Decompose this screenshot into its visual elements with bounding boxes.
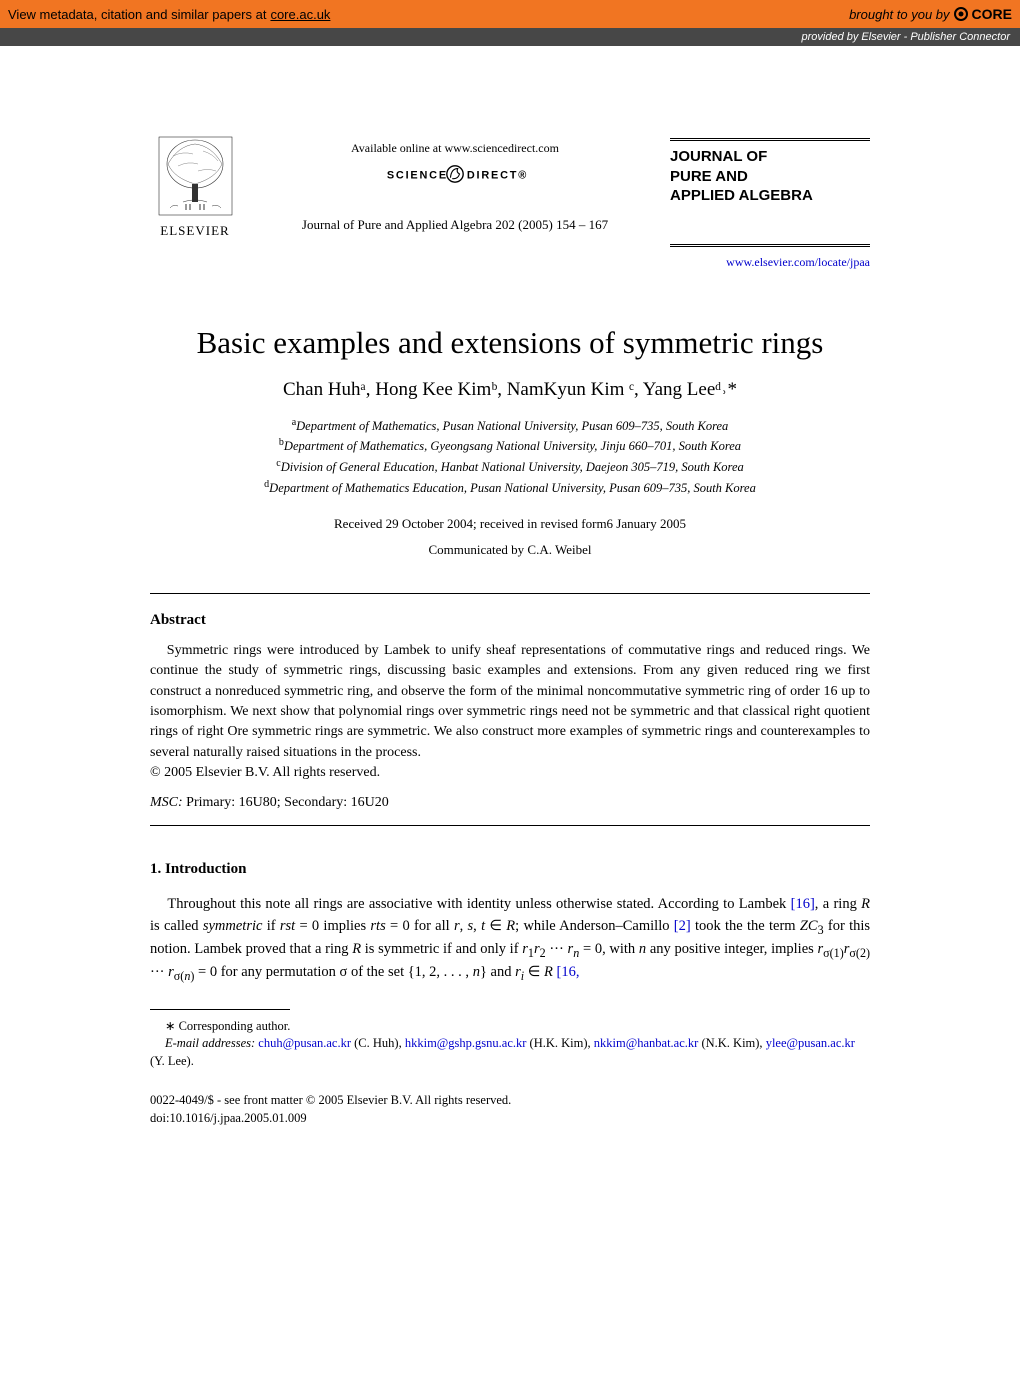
corresponding-footnote: ∗ Corresponding author. — [150, 1018, 870, 1036]
svg-text:DIRECT®: DIRECT® — [467, 170, 528, 182]
intro-text-13: for any permutation σ of the set — [217, 964, 408, 980]
affil-b: bDepartment of Mathematics, Gyeongsang N… — [150, 435, 870, 456]
affiliations: aDepartment of Mathematics, Pusan Nation… — [150, 415, 870, 499]
intro-text-11: , with — [602, 941, 639, 957]
banner-left-text: View metadata, citation and similar pape… — [8, 7, 266, 22]
affil-a-text: Department of Mathematics, Pusan Nationa… — [296, 419, 728, 433]
intro-text-12: any positive integer, implies — [646, 941, 817, 957]
ref-2-link[interactable]: [2] — [674, 918, 691, 934]
ref-16-link[interactable]: [16] — [791, 896, 815, 912]
affil-c: cDivision of General Education, Hanbat N… — [150, 456, 870, 477]
core-logo-text: CORE — [972, 6, 1012, 22]
intro-text-5: implies — [319, 918, 370, 934]
header-row: ELSEVIER Available online at www.science… — [150, 136, 870, 270]
banner-right: brought to you by CORE — [849, 6, 1012, 22]
ref-16b-link[interactable]: [16, — [556, 964, 579, 980]
available-online: Available online at www.sciencedirect.co… — [260, 141, 650, 156]
email-1[interactable]: chuh@pusan.ac.kr — [258, 1036, 351, 1050]
svg-text:SCIENCE: SCIENCE — [387, 170, 448, 182]
elsevier-tree-icon — [158, 136, 233, 216]
journal-title-box: JOURNAL OF PURE AND APPLIED ALGEBRA — [670, 138, 870, 206]
page-content: ELSEVIER Available online at www.science… — [0, 46, 1020, 1167]
email-3[interactable]: nkkim@hanbat.ac.kr — [594, 1036, 699, 1050]
introduction-section: 1. Introduction Throughout this note all… — [150, 861, 870, 985]
doi-line: doi:10.1016/j.jpaa.2005.01.009 — [150, 1110, 870, 1128]
intro-text-8: took the the term — [691, 918, 800, 934]
authors: Chan Huhᵃ, Hong Kee Kimᵇ, NamKyun Kim ᶜ,… — [150, 379, 870, 401]
intro-symmetric: symmetric — [203, 918, 263, 934]
journal-locate-link[interactable]: www.elsevier.com/locate/jpaa — [726, 255, 870, 269]
msc-classification: MSC: Primary: 16U80; Secondary: 16U20 — [150, 795, 870, 811]
author-name-4: (Y. Lee). — [150, 1054, 194, 1068]
affil-a: aDepartment of Mathematics, Pusan Nation… — [150, 415, 870, 436]
affil-d-text: Department of Mathematics Education, Pus… — [269, 481, 756, 495]
title-block: Basic examples and extensions of symmetr… — [150, 325, 870, 559]
journal-title: JOURNAL OF PURE AND APPLIED ALGEBRA — [670, 147, 870, 206]
intro-text-6: for all — [410, 918, 454, 934]
sciencedirect-logo: SCIENCE DIRECT® — [260, 164, 650, 189]
intro-text-10: is symmetric if and only if — [361, 941, 522, 957]
intro-heading: 1. Introduction — [150, 861, 870, 878]
banner-left: View metadata, citation and similar pape… — [8, 7, 330, 22]
msc-text: Primary: 16U80; Secondary: 16U20 — [183, 795, 389, 810]
journal-locate: www.elsevier.com/locate/jpaa — [670, 244, 870, 270]
communicated-by: Communicated by C.A. Weibel — [150, 542, 870, 558]
elsevier-logo: ELSEVIER — [150, 136, 240, 239]
journal-title-line3: APPLIED ALGEBRA — [670, 187, 813, 204]
abstract-section: Abstract Symmetric rings were introduced… — [150, 593, 870, 826]
msc-label: MSC: — [150, 795, 183, 810]
journal-reference: Journal of Pure and Applied Algebra 202 … — [260, 217, 650, 233]
paper-title: Basic examples and extensions of symmetr… — [150, 325, 870, 361]
intro-text-14: and — [487, 964, 515, 980]
abstract-copyright: © 2005 Elsevier B.V. All rights reserved… — [150, 765, 870, 781]
issn-line: 0022-4049/$ - see front matter © 2005 El… — [150, 1092, 870, 1110]
footnote-divider — [150, 1009, 290, 1010]
bottom-info: 0022-4049/$ - see front matter © 2005 El… — [150, 1092, 870, 1127]
intro-text-1: Throughout this note all rings are assoc… — [167, 896, 790, 912]
author-name-3: (N.K. Kim), — [698, 1036, 765, 1050]
core-banner: View metadata, citation and similar pape… — [0, 0, 1020, 28]
sub-banner-text: provided by Elsevier - Publisher Connect… — [802, 31, 1011, 43]
email-footnote: E-mail addresses: chuh@pusan.ac.kr (C. H… — [150, 1035, 870, 1070]
intro-paragraph: Throughout this note all rings are assoc… — [150, 894, 870, 985]
elsevier-label: ELSEVIER — [150, 223, 240, 239]
email-2[interactable]: hkkim@gshp.gsnu.ac.kr — [405, 1036, 527, 1050]
sub-banner: provided by Elsevier - Publisher Connect… — [0, 28, 1020, 46]
journal-title-line1: JOURNAL OF — [670, 148, 767, 165]
core-link[interactable]: core.ac.uk — [270, 7, 330, 22]
intro-text-3: is called — [150, 918, 203, 934]
intro-text-7: ; while Anderson–Camillo — [515, 918, 674, 934]
author-name-2: (H.K. Kim), — [526, 1036, 593, 1050]
core-icon — [953, 6, 969, 22]
abstract-text: Symmetric rings were introduced by Lambe… — [150, 641, 870, 763]
affil-c-text: Division of General Education, Hanbat Na… — [281, 460, 744, 474]
email-label: E-mail addresses: — [165, 1036, 255, 1050]
intro-text-4: if — [262, 918, 279, 934]
journal-title-line2: PURE AND — [670, 168, 748, 185]
email-4[interactable]: ylee@pusan.ac.kr — [766, 1036, 855, 1050]
header-right: JOURNAL OF PURE AND APPLIED ALGEBRA www.… — [670, 136, 870, 270]
header-center: Available online at www.sciencedirect.co… — [260, 136, 650, 233]
received-date: Received 29 October 2004; received in re… — [150, 516, 870, 532]
affil-d: dDepartment of Mathematics Education, Pu… — [150, 477, 870, 498]
affil-b-text: Department of Mathematics, Gyeongsang Na… — [284, 440, 741, 454]
banner-right-text: brought to you by — [849, 7, 949, 22]
author-name-1: (C. Huh), — [351, 1036, 405, 1050]
abstract-heading: Abstract — [150, 612, 870, 629]
intro-text-2: , a ring — [815, 896, 861, 912]
